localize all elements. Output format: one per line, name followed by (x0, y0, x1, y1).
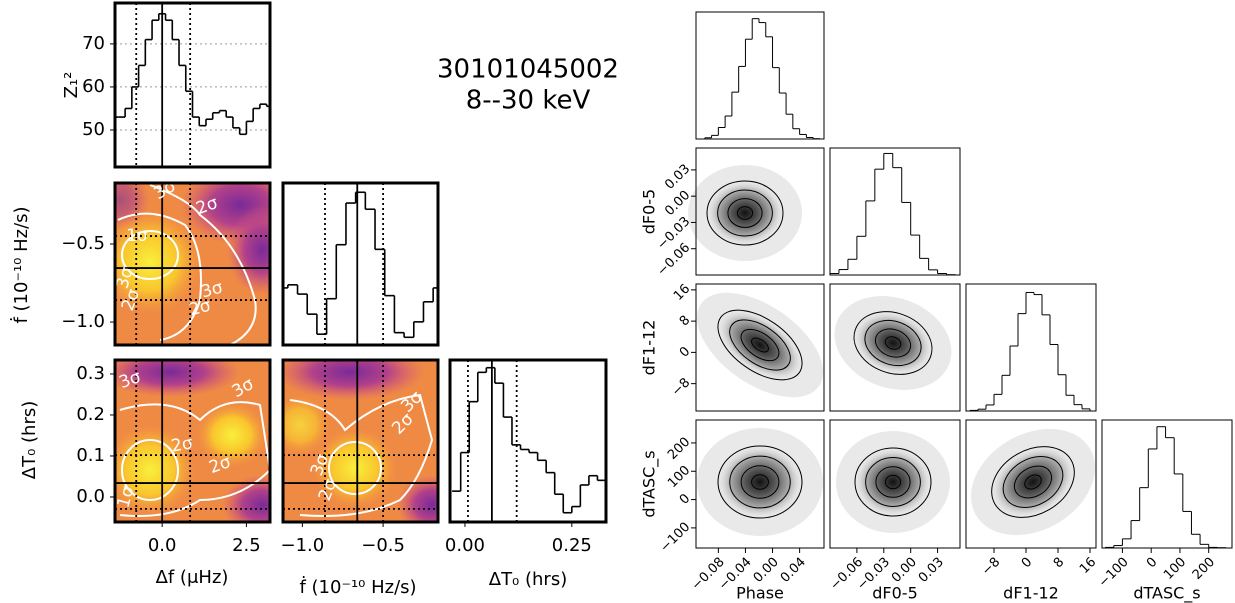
x-axis-label: Phase (736, 584, 784, 603)
contour (736, 206, 754, 220)
contour (1013, 465, 1053, 499)
panel-frame (695, 419, 825, 549)
x-axis-label: dF1-12 (1003, 584, 1059, 603)
contour (853, 311, 933, 375)
contour (706, 180, 784, 246)
panel-frame (281, 358, 440, 524)
x-tick-label: −100 (1096, 555, 1132, 591)
y-tick-label: 0.2 (76, 404, 105, 425)
contour (865, 457, 921, 507)
x-tick-label: 16 (1077, 555, 1099, 577)
x-tick-label: 0.04 (778, 555, 809, 586)
x-tick-label: 100 (1161, 555, 1189, 583)
density (854, 311, 932, 375)
contour (740, 465, 780, 499)
contour (727, 198, 763, 228)
y-tick-label: 0 (677, 491, 693, 507)
panel-frame (829, 147, 961, 276)
panel-frame (965, 283, 1097, 412)
y-axis-label: Z₁² (61, 72, 82, 99)
y-tick-label: 0.1 (76, 445, 105, 466)
contour (729, 319, 791, 371)
contour (740, 328, 780, 362)
contour (717, 309, 803, 381)
panel-frame (1101, 419, 1233, 549)
contour (751, 337, 769, 353)
contour (991, 446, 1075, 518)
x-tick-label: 0.00 (889, 555, 920, 586)
contour (751, 474, 769, 490)
x-tick-label: 8 (1051, 555, 1067, 571)
y-tick-label: 0 (677, 344, 693, 360)
panel-frame (448, 358, 608, 524)
panel-frame (113, 1, 272, 169)
x-tick-label: 0.00 (751, 555, 782, 586)
contour (874, 328, 912, 358)
y-tick-label: 200 (665, 435, 693, 463)
panel-frame (695, 147, 825, 276)
contour (717, 445, 803, 519)
x-tick-label: 200 (1190, 555, 1218, 583)
x-tick-label: 0.00 (445, 535, 485, 556)
y-tick-label: 60 (82, 76, 105, 97)
contour (717, 189, 773, 237)
y-tick-label: −8 (669, 375, 693, 399)
contour (729, 455, 791, 509)
panel-frame (829, 419, 961, 549)
heatmap (283, 360, 438, 522)
y-tick-label: −100 (657, 520, 693, 556)
density (991, 446, 1075, 518)
y-axis-label: ΔT₀ (hrs) (19, 401, 40, 479)
y-tick-label: 0.03 (662, 162, 693, 193)
y-tick-label: 0.3 (76, 363, 105, 384)
y-tick-label: 0.0 (76, 486, 105, 507)
x-tick-label: 0.25 (552, 535, 592, 556)
x-tick-label: 2.5 (232, 535, 261, 556)
y-tick-label: −1.0 (61, 311, 105, 332)
x-axis-label: dTASC_s (1133, 584, 1200, 603)
contour (884, 474, 902, 490)
x-axis-label: dF0-5 (872, 584, 918, 603)
x-tick-label: −8 (979, 555, 1003, 579)
y-tick-label: 8 (677, 313, 693, 329)
y-axis-label: dTASC_s (640, 450, 660, 517)
y-axis-label: dF0-5 (640, 189, 659, 235)
y-tick-label: 100 (665, 463, 693, 491)
y-tick-label: 70 (82, 33, 105, 54)
panel-frame (281, 181, 440, 347)
x-tick-label: −1.0 (281, 535, 325, 556)
x-axis-label: ḟ (10⁻¹⁰ Hz/s) (299, 576, 416, 598)
y-tick-label: 16 (671, 282, 693, 304)
contour (875, 466, 911, 498)
panel-frame (695, 283, 825, 412)
x-axis-label: ΔT₀ (hrs) (489, 569, 567, 590)
y-axis-label: ḟ (10⁻¹⁰ Hz/s) (10, 206, 32, 323)
contour (1024, 474, 1042, 490)
panel-frame (113, 358, 272, 524)
x-tick-label: 0.03 (916, 555, 947, 586)
panel-frame (113, 181, 272, 347)
contour-label: 1σ (126, 226, 148, 246)
x-axis-label: Δf (μHz) (156, 567, 229, 588)
title: 30101045002 (437, 55, 619, 85)
y-axis-label: dF1-12 (640, 320, 659, 376)
x-tick-label: 0 (1019, 555, 1035, 571)
heatmap (115, 360, 270, 522)
contour-label: 2σ (170, 433, 195, 456)
density (717, 310, 803, 380)
panel-frame (695, 11, 825, 140)
x-tick-label: 0 (1144, 555, 1160, 571)
x-tick-label: 0.0 (148, 535, 177, 556)
panel-frame (965, 419, 1097, 549)
panel-frame (829, 283, 961, 412)
contour (884, 336, 902, 350)
x-tick-label: −0.5 (361, 535, 405, 556)
contour (854, 447, 932, 517)
contour (864, 319, 922, 367)
contour (1002, 456, 1064, 508)
subtitle: 8--30 keV (466, 86, 591, 116)
y-tick-label: 50 (82, 119, 105, 140)
y-tick-label: −0.5 (61, 233, 105, 254)
